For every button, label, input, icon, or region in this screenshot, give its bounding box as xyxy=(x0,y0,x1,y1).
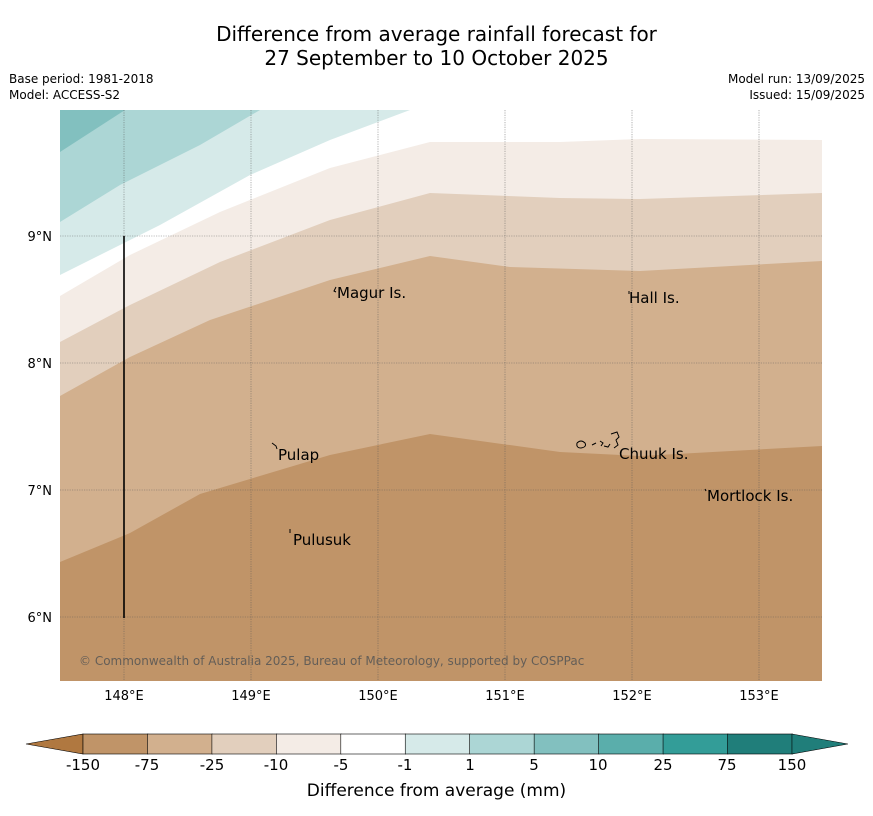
lon-tick-label: 152°E xyxy=(612,689,652,704)
latitude-labels: 9°N 8°N 7°N 6°N xyxy=(28,230,53,626)
title-line-1: Difference from average rainfall forecas… xyxy=(216,22,657,46)
colorbar-tick-label: 25 xyxy=(653,756,673,774)
colorbar xyxy=(25,733,849,755)
lat-tick-label: 7°N xyxy=(28,484,53,499)
contour-bands xyxy=(60,110,822,681)
colorbar-tick-label: 150 xyxy=(777,756,807,774)
base-period-text: Base period: 1981-2018 xyxy=(9,72,154,86)
island-outlines xyxy=(271,286,707,533)
lon-tick-label: 153°E xyxy=(739,689,779,704)
colorbar-labels: -150 -75 -25 -10 -5 -1 1 5 10 25 75 150 xyxy=(0,756,873,776)
band-dry-25-to-75 xyxy=(60,434,822,681)
colorbar-segment xyxy=(404,733,471,755)
meta-left: Base period: 1981-2018 Model: ACCESS-S2 xyxy=(9,71,154,103)
colorbar-segment xyxy=(598,733,664,755)
colorbar-segment xyxy=(211,733,278,755)
chart-title: Difference from average rainfall forecas… xyxy=(0,22,873,70)
colorbar-tick-label: -10 xyxy=(263,756,289,774)
place-label: Mortlock Is. xyxy=(707,487,793,505)
title-line-2: 27 September to 10 October 2025 xyxy=(264,46,609,70)
place-label: Magur Is. xyxy=(337,284,406,302)
colorbar-extend-high xyxy=(791,733,849,755)
place-label: Hall Is. xyxy=(629,289,680,307)
colorbar-segment xyxy=(147,733,213,755)
colorbar-segment xyxy=(469,733,535,755)
model-text: Model: ACCESS-S2 xyxy=(9,88,121,102)
place-labels: Magur Is. Hall Is. Pulap Chuuk Is. Mortlock … xyxy=(278,284,793,549)
lat-tick-label: 8°N xyxy=(28,357,53,372)
colorbar-tick-label: -5 xyxy=(333,756,349,774)
colorbar-segment xyxy=(662,733,729,755)
colorbar-segment xyxy=(533,733,600,755)
lat-tick-label: 6°N xyxy=(28,611,53,626)
colorbar-title: Difference from average (mm) xyxy=(306,781,567,801)
lon-tick-label: 151°E xyxy=(485,689,525,704)
lon-tick-label: 148°E xyxy=(104,689,144,704)
model-run-text: Model run: 13/09/2025 xyxy=(727,72,865,86)
colorbar-segment xyxy=(727,733,793,755)
band-wet-10-to-25 xyxy=(60,110,125,152)
magur-island-shape xyxy=(333,286,337,293)
longitude-labels: 148°E 149°E 150°E 151°E 152°E 153°E xyxy=(104,689,779,704)
pulap-island-shape xyxy=(271,442,278,450)
meta-right: Model run: 13/09/2025 Issued: 15/09/2025 xyxy=(728,71,865,103)
colorbar-tick-label: 1 xyxy=(465,756,475,774)
colorbar-segment xyxy=(276,733,342,755)
copyright-text: © Commonwealth of Australia 2025, Bureau… xyxy=(79,654,584,668)
lon-tick-label: 149°E xyxy=(231,689,271,704)
place-label: Pulusuk xyxy=(293,531,351,549)
colorbar-tick-label: -1 xyxy=(397,756,413,774)
place-label: Chuuk Is. xyxy=(619,445,688,463)
colorbar-extend-low xyxy=(25,733,84,755)
colorbar-segment xyxy=(340,733,407,755)
colorbar-segment xyxy=(82,733,149,755)
lat-tick-label: 9°N xyxy=(28,230,53,245)
chuuk-lagoon-shape xyxy=(576,431,620,449)
colorbar-tick-label: -150 xyxy=(65,756,101,774)
colorbar-tick-label: -75 xyxy=(134,756,160,774)
colorbar-tick-label: 75 xyxy=(717,756,737,774)
colorbar-tick-label: 10 xyxy=(588,756,608,774)
issued-text: Issued: 15/09/2025 xyxy=(749,88,865,102)
lon-tick-label: 150°E xyxy=(358,689,398,704)
place-label: Pulap xyxy=(278,446,319,464)
colorbar-tick-label: 5 xyxy=(529,756,539,774)
colorbar-tick-label: -25 xyxy=(199,756,225,774)
band-wet-5-to-10 xyxy=(60,110,260,222)
mortlock-island-shape xyxy=(704,488,707,492)
